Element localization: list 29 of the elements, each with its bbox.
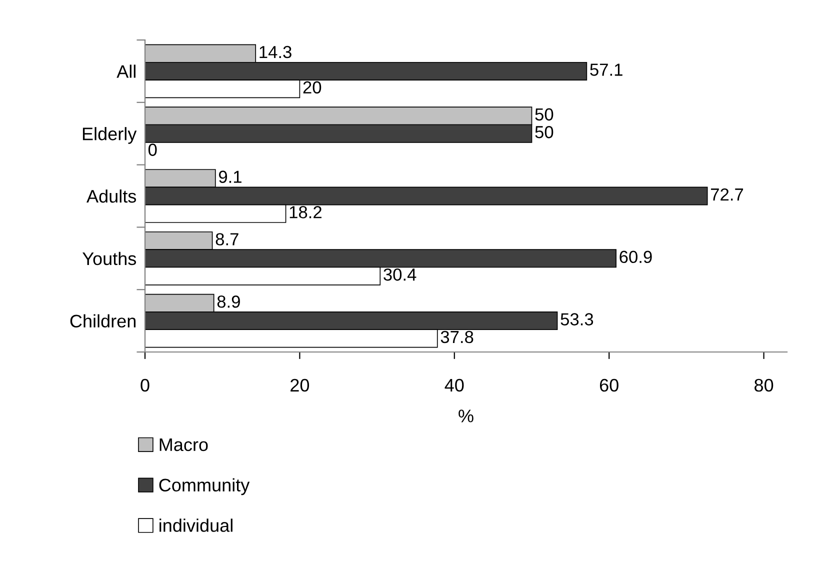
x-tick-label: 0 <box>140 378 150 392</box>
y-tick-label: Children <box>70 314 136 328</box>
y-tick-label: Elderly <box>82 127 137 144</box>
legend-label: Macro <box>160 438 208 452</box>
data-label: 53.3 <box>560 313 594 326</box>
x-tick-label: 80 <box>754 378 774 392</box>
data-label: 0 <box>148 144 157 156</box>
x-tick-label: 20 <box>290 378 310 392</box>
y-tick-label: Youths <box>82 252 136 266</box>
data-label: 57.1 <box>590 64 622 76</box>
data-label: 60.9 <box>620 250 652 264</box>
x-axis-title: % <box>458 410 474 422</box>
data-label: 8.9 <box>217 295 240 308</box>
data-label: 72.7 <box>711 188 744 200</box>
data-label: 8.7 <box>216 233 238 246</box>
data-label: 37.8 <box>440 330 474 344</box>
data-label: 50 <box>535 126 554 138</box>
legend-label: Community <box>159 478 250 496</box>
x-tick-label: 60 <box>600 378 618 392</box>
x-tick-label: 40 <box>444 378 464 392</box>
data-label: 14.3 <box>260 46 292 58</box>
y-tick-label: Adults <box>86 189 136 203</box>
y-tick-label: All <box>116 64 136 78</box>
data-label: 18.2 <box>290 206 322 218</box>
data-label: 20 <box>303 81 322 94</box>
legend-label: individual <box>160 518 232 532</box>
data-label: 9.1 <box>218 170 242 183</box>
data-label: 50 <box>535 108 554 121</box>
data-label: 30.4 <box>384 268 416 281</box>
